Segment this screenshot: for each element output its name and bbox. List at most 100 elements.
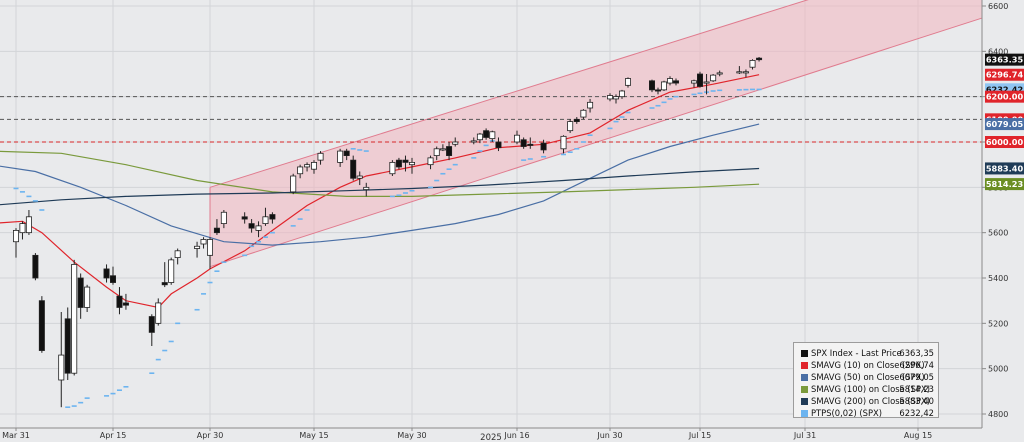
candle-body-7 xyxy=(58,354,65,381)
series-line-sma200 xyxy=(0,167,760,206)
candle-body-61 xyxy=(573,118,580,123)
candle-jun-20 xyxy=(540,139,547,154)
candle-body-2 xyxy=(12,229,19,243)
candle-body-45 xyxy=(427,157,434,166)
candle-body-39 xyxy=(356,175,363,179)
candle-apr-28 xyxy=(194,241,201,258)
candle-body-78 xyxy=(736,71,743,74)
price-tag-6296.74: 6296.74 xyxy=(985,68,1024,81)
candle-jun-5 xyxy=(446,142,453,161)
candle-body-69 xyxy=(655,89,662,92)
price-tag-6000: 6000.00 xyxy=(985,136,1024,148)
candle-may-7 xyxy=(255,221,262,238)
candle-body-27 xyxy=(248,223,255,229)
x-tick-label-may-30: May 30 xyxy=(397,431,426,440)
candle-body-53 xyxy=(489,131,496,140)
price-tag-label: 6200.00 xyxy=(986,92,1024,102)
candle-jun-11 xyxy=(483,128,490,140)
candle-body-72 xyxy=(673,80,680,84)
candle-body-64 xyxy=(607,95,614,100)
candle-body-79 xyxy=(742,71,749,74)
series-line-sma50 xyxy=(0,123,760,246)
x-tick-label-aug-15: Aug 15 xyxy=(904,431,932,440)
candle-apr-24 xyxy=(168,257,175,285)
candle-jun-4 xyxy=(439,144,446,152)
price-tag-6200: 6200.00 xyxy=(985,90,1024,103)
candle-jun-12 xyxy=(489,130,496,142)
candle-apr-16 xyxy=(116,287,123,315)
candle-apr-1 xyxy=(19,221,26,240)
candle-apr-29 xyxy=(200,237,207,249)
candle-body-13 xyxy=(110,275,117,283)
candle-apr-14 xyxy=(103,264,110,283)
legend-swatch-sma100 xyxy=(801,386,808,393)
legend-value-ptps: 6232,42 xyxy=(899,408,934,418)
candle-jul-7 xyxy=(649,79,656,93)
candle-jun-3 xyxy=(433,146,440,161)
candle-body-4 xyxy=(25,216,32,234)
legend-row-spx: SPX Index - Last Price 6363,35 xyxy=(794,347,938,359)
candle-body-40 xyxy=(363,186,370,190)
candle-jul-22 xyxy=(742,69,749,78)
candle-body-22 xyxy=(200,239,207,245)
price-tag-label: 6232.42 xyxy=(986,84,1023,94)
candle-may-29 xyxy=(402,155,409,172)
candle-may-2 xyxy=(220,210,227,229)
candle-apr-11 xyxy=(84,284,91,312)
candle-body-70 xyxy=(661,81,668,91)
candle-jun-23 xyxy=(560,135,567,154)
candle-body-51 xyxy=(476,133,483,141)
candle-body-34 xyxy=(310,161,317,170)
candle-apr-15 xyxy=(110,266,117,285)
candle-body-15 xyxy=(122,302,129,306)
candle-may-27 xyxy=(389,160,396,176)
candle-body-74 xyxy=(697,73,704,87)
candle-jun-10 xyxy=(476,132,483,144)
candle-body-3 xyxy=(19,223,26,234)
price-tag-box xyxy=(985,53,1024,66)
candle-jun-2 xyxy=(427,155,434,170)
candle-apr-3 xyxy=(32,253,39,281)
candle-body-60 xyxy=(567,121,574,132)
candle-may-16 xyxy=(317,151,324,165)
legend-row-ptps: PTPS(0,02) (SPX) 6232,42 xyxy=(794,407,938,419)
price-tag-label: 6363.35 xyxy=(986,55,1024,65)
candle-may-21 xyxy=(350,155,357,181)
price-tag-label: 5883.40 xyxy=(986,163,1024,173)
price-tag-box xyxy=(985,118,1024,131)
candle-body-6 xyxy=(38,300,45,351)
price-tag-box xyxy=(985,68,1024,81)
year-label: 2025 xyxy=(480,433,502,442)
candle-body-14 xyxy=(116,295,123,308)
series-line-sma100 xyxy=(0,150,760,197)
price-tag-box xyxy=(985,136,1024,148)
x-tick-label-may-15: May 15 xyxy=(299,431,328,440)
price-tag-6363.35: 6363.35 xyxy=(985,53,1024,66)
candle-apr-17 xyxy=(122,293,129,310)
y-tick-label-5000: 5000 xyxy=(988,365,1008,374)
candle-mar-31 xyxy=(12,228,19,258)
candle-body-19 xyxy=(168,259,175,283)
legend-label-sma200: SMAVG (200) on Close (SPX) xyxy=(811,396,931,406)
legend-label-sma100: SMAVG (100) on Close (SPX) xyxy=(811,384,931,394)
candle-jun-18 xyxy=(527,137,534,149)
parabolic-sar-dots xyxy=(13,88,762,409)
reference-lines xyxy=(0,96,982,143)
candle-jun-9 xyxy=(470,137,477,145)
x-axis: Mar 31 Apr 15 Apr 30 May 15 May 30 Jun 16 Jun … xyxy=(0,427,982,440)
x-tick-label-apr-15: Apr 15 xyxy=(100,431,127,440)
candle-apr-30 xyxy=(206,237,213,269)
candle-jun-25 xyxy=(573,117,580,124)
candle-body-59 xyxy=(560,135,567,150)
candle-jul-2 xyxy=(619,89,626,99)
legend-swatch-sma200 xyxy=(801,398,808,405)
candle-body-17 xyxy=(155,302,162,324)
candle-jul-14 xyxy=(691,79,698,88)
candle-body-46 xyxy=(433,148,440,157)
legend-label-sma50: SMAVG (50) on Close (SPX) xyxy=(811,372,925,382)
candle-body-28 xyxy=(255,225,262,231)
candle-may-23 xyxy=(363,182,370,197)
candle-jul-24 xyxy=(756,57,763,62)
candle-apr-7 xyxy=(58,312,65,408)
candle-body-76 xyxy=(710,74,717,82)
